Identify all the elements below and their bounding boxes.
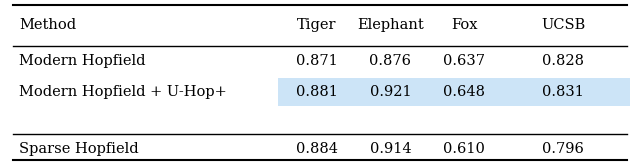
Text: 0.831: 0.831: [542, 85, 584, 99]
Bar: [278, 78, 630, 106]
Text: Tiger: Tiger: [297, 18, 337, 32]
Text: 0.648: 0.648: [443, 85, 485, 99]
Text: 0.610: 0.610: [443, 142, 485, 156]
Text: Sparse Hopfield: Sparse Hopfield: [19, 142, 139, 156]
Text: Fox: Fox: [451, 18, 477, 32]
Text: 0.796: 0.796: [542, 142, 584, 156]
Text: 0.884: 0.884: [296, 142, 338, 156]
Text: Modern Hopfield + U-Hop+: Modern Hopfield + U-Hop+: [19, 85, 227, 99]
Text: 0.921: 0.921: [369, 85, 412, 99]
Text: UCSB: UCSB: [541, 18, 586, 32]
Text: 0.637: 0.637: [443, 54, 485, 68]
Text: 0.914: 0.914: [369, 142, 412, 156]
Text: 0.828: 0.828: [542, 54, 584, 68]
Text: Modern Hopfield: Modern Hopfield: [19, 54, 146, 68]
Text: Elephant: Elephant: [357, 18, 424, 32]
Text: 0.876: 0.876: [369, 54, 412, 68]
Text: 0.871: 0.871: [296, 54, 338, 68]
Text: 0.881: 0.881: [296, 85, 338, 99]
Text: Method: Method: [19, 18, 76, 32]
